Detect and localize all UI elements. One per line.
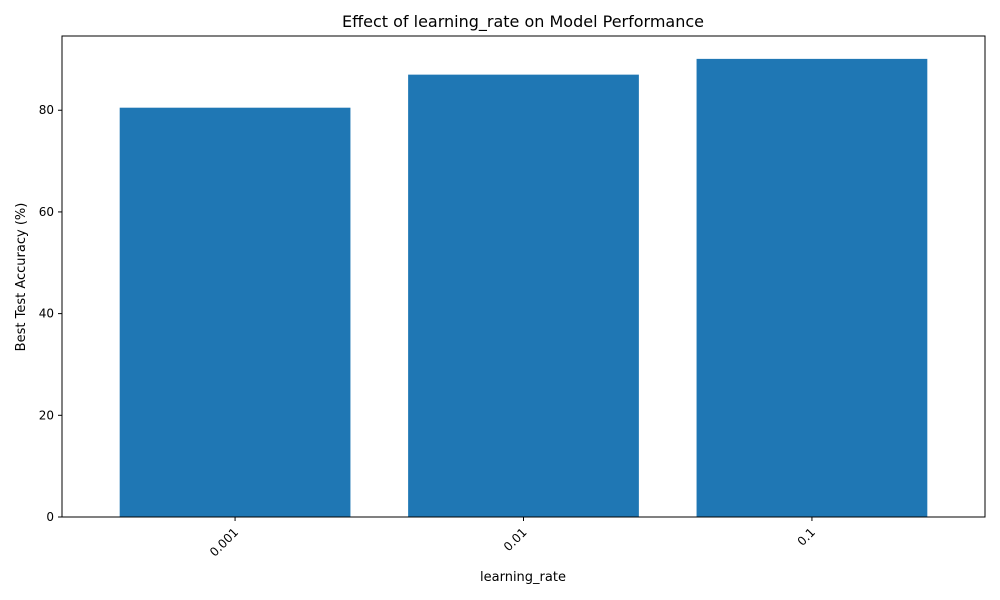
bars-group xyxy=(119,58,928,518)
x-axis: 0.001 0.01 0.1 xyxy=(207,517,818,559)
x-tick-label: 0.1 xyxy=(795,525,818,548)
y-axis-label: Best Test Accuracy (%) xyxy=(14,203,29,352)
y-tick-label: 80 xyxy=(39,103,54,117)
y-tick-label: 0 xyxy=(46,510,54,524)
y-tick-label: 60 xyxy=(39,205,54,219)
bar-0.1 xyxy=(696,58,928,517)
x-tick-label: 0.001 xyxy=(207,525,241,559)
bar-0.001 xyxy=(119,107,351,518)
y-axis: 0 20 40 60 80 xyxy=(39,103,62,524)
bar-0.01 xyxy=(408,74,639,518)
x-axis-label: learning_rate xyxy=(480,570,566,585)
y-tick-label: 40 xyxy=(39,307,54,321)
x-tick-label: 0.01 xyxy=(501,525,530,554)
chart-title: Effect of learning_rate on Model Perform… xyxy=(342,12,704,32)
y-tick-label: 20 xyxy=(39,408,54,422)
